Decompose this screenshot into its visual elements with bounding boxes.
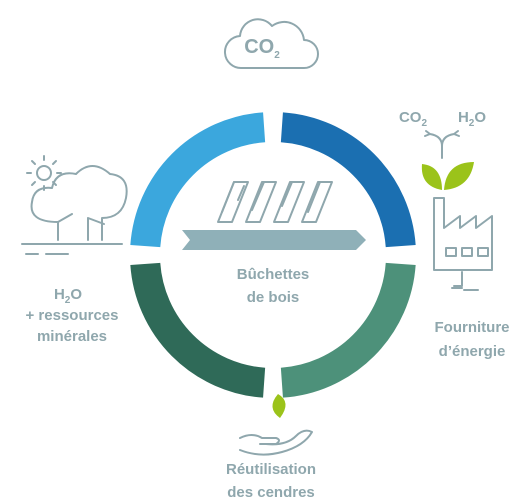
diagram: CO2 CO2 H2O Bûchettesde bois H2O+ ressou… [0,0,522,501]
cloud-label: CO2 [244,36,280,61]
output-co2: CO2 [399,109,428,129]
hand-icon [240,431,312,455]
arc-top-right [282,127,401,246]
cycle-ring [145,127,400,382]
trees-icon [22,156,127,254]
leaf [444,162,474,190]
logs-icon [218,182,332,222]
output-h2o: H2O [458,109,486,129]
factory-icon [434,198,492,290]
leaf [422,164,442,190]
center-arrow [182,230,366,250]
split-arrow [425,131,459,158]
